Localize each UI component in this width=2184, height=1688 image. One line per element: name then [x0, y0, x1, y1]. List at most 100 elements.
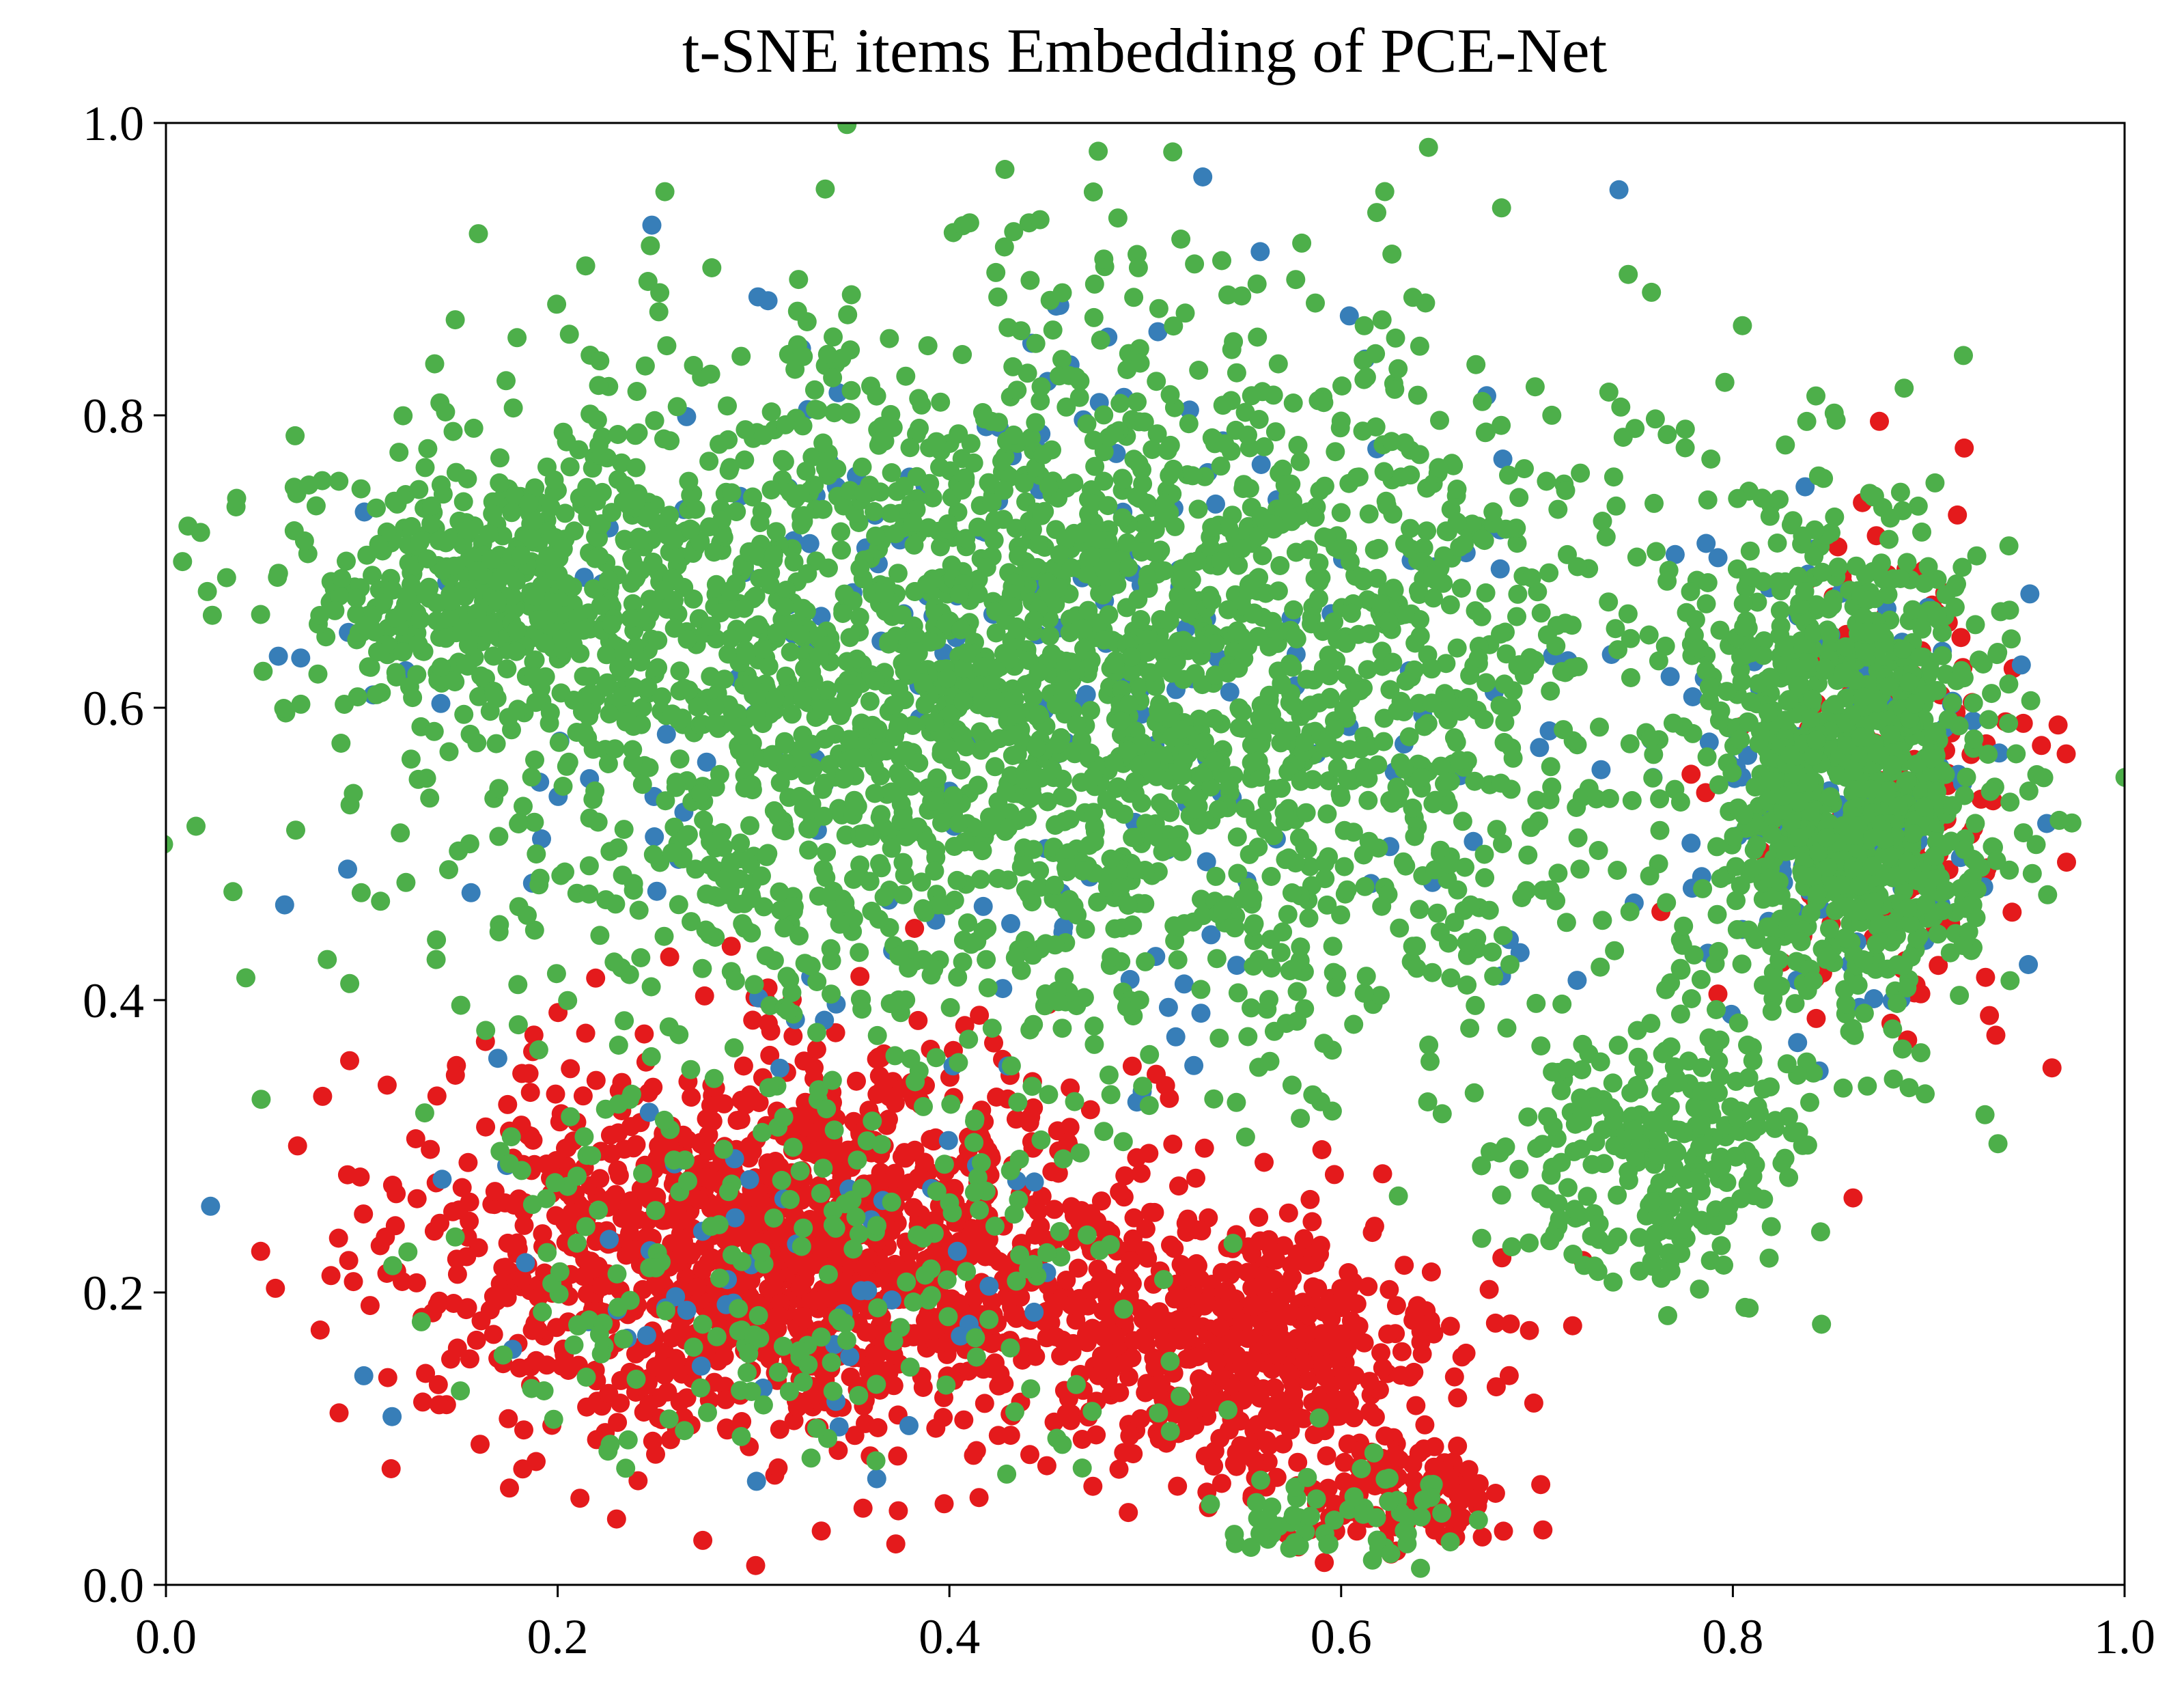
scatter-point	[982, 1019, 1002, 1038]
scatter-point	[1675, 419, 1695, 439]
scatter-point	[421, 1139, 440, 1159]
scatter-point	[769, 1306, 789, 1326]
scatter-point	[1212, 1473, 1231, 1493]
scatter-point	[1166, 1027, 1186, 1047]
scatter-point	[1149, 703, 1168, 723]
scatter-point	[344, 1272, 363, 1292]
scatter-point	[445, 310, 465, 330]
scatter-point	[354, 1204, 374, 1224]
scatter-point	[1562, 615, 1582, 635]
scatter-point	[1056, 1404, 1076, 1424]
scatter-point	[1108, 777, 1128, 797]
scatter-point	[904, 1198, 923, 1217]
scatter-point	[354, 1366, 374, 1385]
scatter-point	[1204, 1089, 1224, 1109]
scatter-point	[647, 881, 667, 901]
scatter-point	[964, 1237, 984, 1257]
scatter-point	[1204, 1456, 1224, 1476]
scatter-point	[1299, 908, 1319, 928]
scatter-point	[1507, 534, 1527, 553]
scatter-point	[1156, 493, 1175, 513]
scatter-point	[1767, 534, 1787, 553]
scatter-point	[1414, 717, 1434, 736]
scatter-point	[328, 1228, 348, 1248]
scatter-point	[1163, 142, 1183, 162]
scatter-point	[888, 1501, 908, 1521]
scatter-point	[993, 979, 1013, 999]
scatter-point	[1178, 1209, 1198, 1229]
scatter-point	[1399, 727, 1419, 747]
scatter-point	[1273, 1434, 1293, 1454]
scatter-point	[1591, 760, 1611, 779]
scatter-point	[1354, 1333, 1374, 1353]
scatter-point	[866, 526, 886, 546]
scatter-point	[1268, 354, 1288, 374]
scatter-point	[733, 1056, 753, 1076]
scatter-point	[1110, 1182, 1130, 1202]
scatter-point	[1353, 421, 1373, 441]
scatter-point	[1121, 1251, 1140, 1271]
scatter-point	[1681, 833, 1701, 853]
scatter-point	[923, 488, 942, 508]
scatter-point	[634, 1024, 654, 1044]
scatter-point	[1375, 182, 1395, 202]
scatter-point	[978, 978, 998, 997]
scatter-point	[1072, 773, 1091, 792]
scatter-point	[251, 1090, 271, 1109]
scatter-point	[1466, 995, 1485, 1015]
scatter-point	[1483, 942, 1502, 962]
scatter-point	[970, 1006, 990, 1025]
scatter-point	[1122, 1056, 1142, 1076]
scatter-point	[427, 930, 447, 950]
scatter-point	[988, 869, 1008, 888]
scatter-point	[1212, 1262, 1232, 1282]
scatter-point	[813, 433, 833, 453]
scatter-point	[1134, 412, 1154, 432]
scatter-point	[1606, 619, 1625, 639]
scatter-point	[1095, 1344, 1115, 1364]
scatter-point	[1403, 1310, 1423, 1330]
scatter-point	[1296, 803, 1316, 822]
scatter-point	[731, 346, 751, 366]
scatter-point	[725, 1208, 745, 1228]
scatter-point	[940, 998, 960, 1017]
scatter-point	[1148, 322, 1168, 342]
scatter-point	[1606, 496, 1626, 516]
scatter-point	[639, 1394, 659, 1414]
scatter-point	[1026, 413, 1046, 432]
scatter-point	[1115, 1166, 1135, 1186]
scatter-point	[1186, 1168, 1205, 1188]
scatter-point	[1455, 534, 1474, 554]
scatter-point	[1131, 1409, 1151, 1428]
scatter-point	[590, 1169, 610, 1189]
scatter-point	[761, 402, 781, 421]
scatter-point	[1164, 1239, 1184, 1258]
scatter-point	[1202, 518, 1222, 537]
scatter-point	[778, 1001, 798, 1021]
scatter-point	[853, 1498, 873, 1518]
scatter-point	[1416, 293, 1436, 313]
scatter-point	[1093, 1301, 1112, 1320]
scatter-point	[1129, 454, 1149, 473]
scatter-point	[1401, 465, 1420, 485]
scatter-point	[1474, 844, 1494, 864]
scatter-point	[947, 870, 967, 890]
scatter-point	[382, 1407, 402, 1426]
scatter-point	[789, 926, 809, 946]
scatter-point	[1386, 1296, 1406, 1316]
scatter-point	[1237, 1262, 1257, 1282]
scatter-point	[1069, 387, 1089, 407]
scatter-point	[1306, 293, 1325, 313]
scatter-point	[774, 452, 794, 471]
scatter-point	[1484, 967, 1504, 986]
scatter-point	[1294, 1229, 1314, 1249]
scatter-point	[1525, 377, 1545, 397]
scatter-point	[1205, 665, 1225, 685]
scatter-point	[731, 833, 751, 853]
scatter-point	[629, 1210, 648, 1230]
scatter-point	[1385, 379, 1405, 399]
scatter-point	[770, 1227, 789, 1247]
scatter-point	[1620, 902, 1640, 922]
scatter-point	[893, 853, 913, 872]
scatter-point	[856, 1323, 876, 1342]
